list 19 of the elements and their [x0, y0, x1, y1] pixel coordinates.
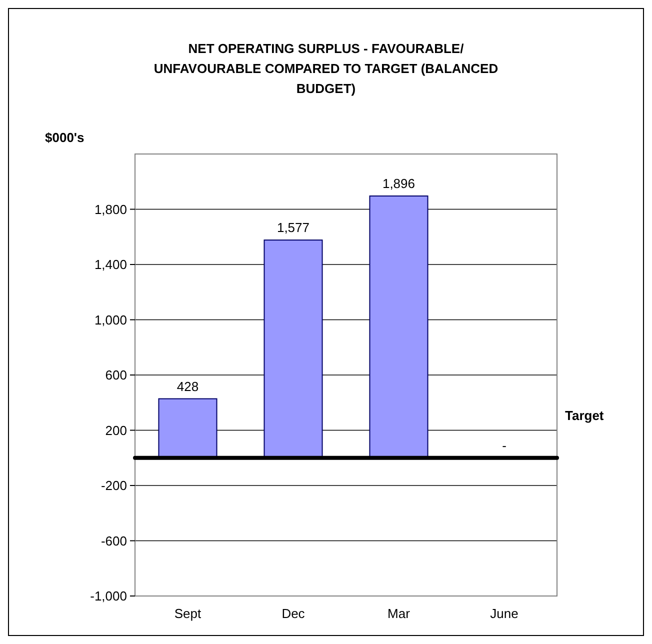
y-tick-label: 200: [105, 422, 127, 438]
data-label: 428: [176, 378, 199, 394]
data-label: -: [502, 438, 506, 453]
x-tick-label: Mar: [388, 606, 411, 621]
data-label: 1,577: [276, 220, 310, 236]
y-tick-label: -1,000: [90, 588, 127, 604]
y-tick-label: 600: [105, 368, 127, 383]
data-label: 1,896: [382, 176, 416, 191]
y-tick-label: -200: [100, 478, 127, 494]
x-tick-label: June: [490, 606, 518, 621]
x-tick-label: Sept: [174, 606, 202, 621]
y-tick-label: 1,000: [94, 312, 127, 328]
y-tick-label: 1,800: [94, 202, 127, 217]
y-axis-title: $000's: [45, 130, 84, 145]
y-tick-label: 1,400: [94, 257, 127, 272]
chart-title: NET OPERATING SURPLUS - FAVOURABLE/ UNFAVOURABLE COMPARED TO TARGET (BALANCED BUDGET): [154, 41, 498, 96]
y-tick-label: -600: [100, 533, 127, 548]
ref-line-label: Target: [565, 408, 604, 423]
x-tick-label: Dec: [282, 606, 306, 621]
